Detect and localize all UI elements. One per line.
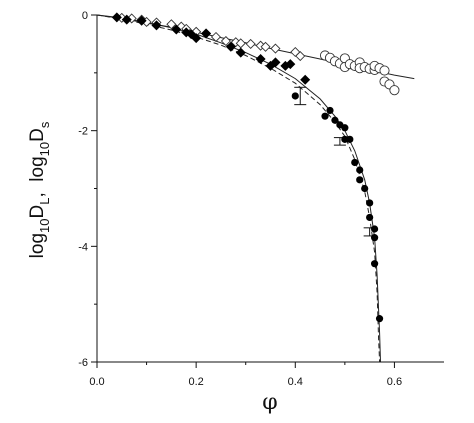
error-bars bbox=[294, 86, 376, 237]
y-tick-label: 0 bbox=[82, 10, 88, 22]
data-point-open-diamond bbox=[220, 35, 231, 47]
data-point-open-diamond bbox=[260, 41, 271, 52]
data-point-filled-circle bbox=[371, 225, 379, 233]
x-tick-label: 0.4 bbox=[288, 376, 303, 388]
data-point-filled-circle bbox=[356, 176, 364, 184]
data-point-open-circle bbox=[379, 65, 390, 76]
x-tick-label: 0.2 bbox=[188, 376, 203, 388]
data-point-filled-diamond bbox=[270, 57, 281, 68]
data-point-filled-circle bbox=[326, 106, 334, 115]
data-point-filled-diamond bbox=[300, 74, 311, 85]
data-point-filled-circle bbox=[341, 124, 349, 132]
data-point-filled-circle bbox=[321, 112, 329, 120]
y-axis-title: log10DL, log10Ds bbox=[27, 121, 52, 258]
data-points bbox=[111, 12, 400, 323]
data-point-filled-diamond bbox=[285, 59, 296, 70]
y-label-part1: log bbox=[27, 233, 48, 258]
y-label-part3: , log bbox=[27, 156, 48, 197]
data-point-open-diamond bbox=[245, 38, 256, 49]
data-point-filled-diamond bbox=[235, 47, 246, 58]
data-point-filled-circle bbox=[351, 158, 359, 167]
y-label-sub1: 10 bbox=[37, 219, 52, 233]
x-tick-label: 0.0 bbox=[89, 376, 104, 388]
data-point-filled-circle bbox=[291, 92, 299, 100]
y-label-part4: D bbox=[27, 128, 48, 142]
data-point-filled-circle bbox=[346, 135, 354, 143]
data-point-open-diamond bbox=[166, 19, 177, 30]
data-point-open-diamond bbox=[210, 31, 222, 43]
data-point-filled-circle bbox=[341, 135, 349, 143]
data-point-open-circle bbox=[389, 85, 400, 96]
data-point-filled-diamond bbox=[136, 15, 147, 26]
data-point-filled-circle bbox=[356, 166, 364, 174]
data-point-filled-circle bbox=[371, 260, 379, 268]
y-label-sub4: s bbox=[37, 121, 52, 128]
data-point-filled-diamond bbox=[111, 12, 122, 23]
data-point-filled-diamond bbox=[171, 24, 182, 35]
data-point-filled-circle bbox=[361, 184, 369, 193]
y-tick-label: -4 bbox=[78, 241, 88, 253]
data-point-filled-diamond bbox=[201, 28, 212, 39]
data-point-filled-diamond bbox=[191, 33, 202, 44]
data-point-open-diamond bbox=[290, 46, 301, 58]
y-tick-label: -2 bbox=[78, 126, 88, 138]
y-label-sub2: L bbox=[37, 198, 52, 205]
data-point-filled-circle bbox=[331, 116, 339, 124]
data-point-filled-diamond bbox=[121, 14, 132, 25]
y-label-part2: D bbox=[27, 205, 48, 219]
data-point-filled-circle bbox=[366, 213, 374, 222]
data-point-filled-circle bbox=[375, 315, 384, 323]
data-point-filled-diamond bbox=[225, 41, 236, 52]
x-tick-label: 0.6 bbox=[387, 376, 402, 388]
data-point-open-diamond bbox=[270, 43, 281, 54]
data-point-filled-diamond bbox=[151, 20, 162, 31]
data-point-filled-diamond bbox=[255, 53, 266, 64]
y-tick-label: -6 bbox=[78, 357, 88, 369]
y-label-sub3: 10 bbox=[37, 142, 52, 156]
data-point-filled-circle bbox=[371, 234, 379, 242]
x-axis-title: φ bbox=[262, 390, 277, 415]
ticks: 0.0 0.2 0.4 0.6 0 -2 -4 -6 bbox=[78, 10, 402, 388]
data-point-open-diamond bbox=[295, 51, 306, 62]
fit-curve-dashed bbox=[96, 14, 381, 363]
data-point-filled-circle bbox=[366, 199, 374, 207]
